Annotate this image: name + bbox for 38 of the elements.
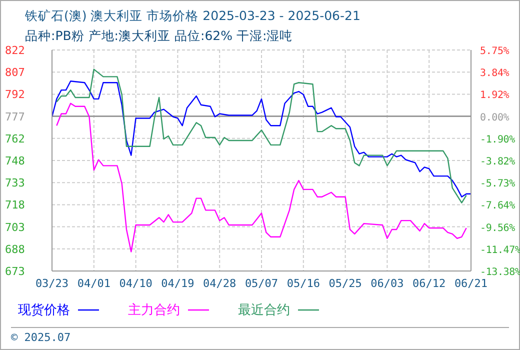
y2-tick-label: -5.73%	[480, 178, 516, 190]
y-tick-label: 673	[5, 265, 25, 278]
y-tick-label: 703	[5, 220, 25, 234]
x-tick-label: 05/16	[286, 276, 320, 290]
y-tick-label: 777	[5, 110, 25, 124]
x-tick-label: 06/21	[454, 276, 488, 290]
line-series	[56, 102, 467, 252]
y-tick-label: 792	[5, 88, 25, 102]
y2-tick-label: 5.75%	[480, 46, 510, 57]
y-tick-label: 688	[5, 242, 25, 256]
y2-tick-label: -1.90%	[480, 134, 516, 146]
y-tick-label: 733	[5, 176, 25, 190]
x-tick-label: 05/07	[244, 276, 278, 290]
x-tick-label: 03/23	[35, 276, 69, 290]
x-tick-label: 04/01	[77, 276, 110, 290]
y-tick-label: 718	[5, 198, 25, 212]
legend-label: 主力合约	[128, 302, 181, 319]
y-tick-label: 762	[5, 132, 25, 146]
y-tick-label: 807	[5, 66, 25, 80]
y2-tick-label: -7.64%	[480, 200, 516, 212]
text: © 2025.07	[11, 331, 71, 344]
chart-title: 铁矿石(澳) 澳大利亚 市场价格 2025-03-23 - 2025-06-21	[25, 7, 360, 25]
y2-tick-label: -9.56%	[480, 222, 516, 234]
y-tick-label: 748	[5, 154, 25, 168]
y2-tick-label: 3.84%	[480, 68, 510, 80]
legend-label: 最近合约	[238, 302, 291, 319]
x-tick-label: 06/12	[412, 276, 446, 290]
x-tick-label: 06/03	[370, 276, 404, 290]
legend-label: 现货价格	[18, 302, 71, 319]
y2-tick-label: 0.00%	[480, 112, 510, 124]
y2-tick-label: -3.82%	[480, 156, 516, 168]
x-tick-label: 04/28	[203, 276, 236, 290]
x-tick-label: 04/19	[161, 276, 194, 290]
chart-subtitle: 品种:PB粉 产地:澳大利亚 品位:62% 干湿:湿吨	[25, 27, 294, 45]
y2-tick-label: 1.92%	[480, 90, 510, 102]
y-tick-label: 822	[5, 44, 25, 57]
x-tick-label: 04/10	[119, 276, 152, 290]
x-tick-label: 05/25	[328, 276, 362, 290]
